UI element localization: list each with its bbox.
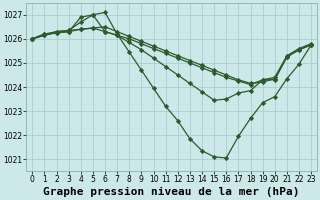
X-axis label: Graphe pression niveau de la mer (hPa): Graphe pression niveau de la mer (hPa) xyxy=(44,187,300,197)
